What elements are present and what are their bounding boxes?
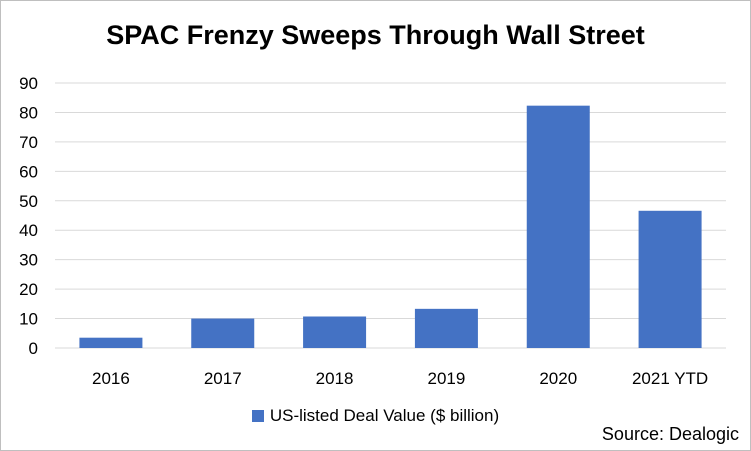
y-tick-label: 50	[19, 192, 38, 211]
x-tick-label: 2016	[92, 369, 130, 388]
chart-title: SPAC Frenzy Sweeps Through Wall Street	[106, 20, 645, 50]
x-tick-label: 2020	[539, 369, 577, 388]
bar	[303, 316, 367, 348]
source-note: Source: Dealogic	[601, 424, 739, 444]
bars	[79, 105, 702, 348]
y-tick-label: 70	[19, 133, 38, 152]
x-tick-label: 2019	[428, 369, 466, 388]
bar	[638, 210, 702, 348]
x-axis-ticks: 2016 2017 2018 2019 2020 2021 YTD	[92, 369, 708, 388]
bar	[79, 337, 143, 348]
y-tick-label: 20	[19, 280, 38, 299]
y-tick-label: 40	[19, 221, 38, 240]
y-tick-label: 80	[19, 103, 38, 122]
x-tick-label: 2018	[316, 369, 354, 388]
bar	[526, 105, 590, 348]
gridlines	[55, 82, 726, 349]
y-tick-label: 60	[19, 162, 38, 181]
legend-swatch	[251, 410, 264, 422]
y-axis-ticks: 0 10 20 30 40 50 60 70 80 90	[19, 74, 38, 358]
bar	[191, 318, 255, 348]
y-tick-label: 0	[29, 339, 38, 358]
bar	[414, 308, 478, 348]
legend: US-listed Deal Value ($ billion)	[0, 406, 751, 426]
x-tick-label: 2017	[204, 369, 242, 388]
legend-label: US-listed Deal Value ($ billion)	[269, 406, 500, 425]
y-tick-label: 90	[19, 74, 38, 93]
y-tick-label: 30	[19, 251, 38, 270]
y-tick-label: 10	[19, 310, 38, 329]
x-tick-label: 2021 YTD	[632, 369, 708, 388]
